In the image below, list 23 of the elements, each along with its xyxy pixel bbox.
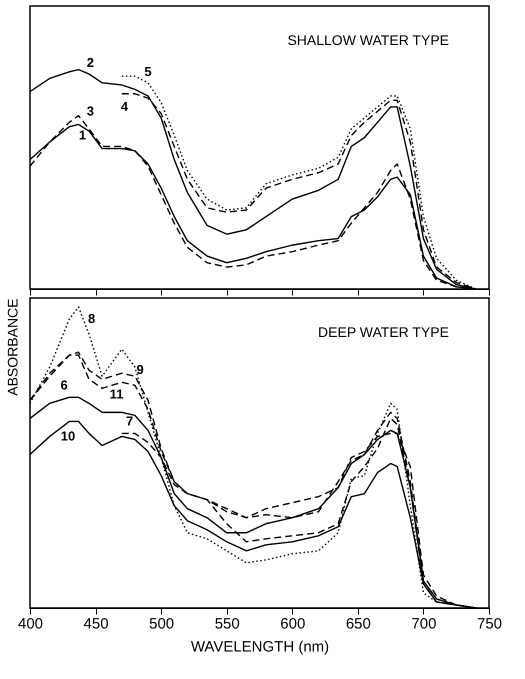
text: DEEP WATER TYPE <box>318 324 449 340</box>
series-label: 4 <box>120 98 129 114</box>
x-tick-label: 550 <box>214 616 240 632</box>
x-tick-label: 700 <box>411 616 436 632</box>
series-label: 8 <box>88 311 96 326</box>
x-tick-label: 650 <box>346 616 371 632</box>
series-label: 2 <box>86 55 94 70</box>
x-tick-label: 500 <box>149 616 174 632</box>
series-label: 10 <box>60 428 76 444</box>
x-tick-label: 450 <box>84 616 109 632</box>
series-label: 9 <box>136 362 144 378</box>
x-tick-label: 600 <box>280 616 306 632</box>
series-label: 11 <box>110 386 124 402</box>
series-label: 6 <box>60 377 68 392</box>
x-axis-title: WAVELENGTH (nm) <box>190 638 330 656</box>
y-axis-title: ABSORBANCE <box>4 298 20 396</box>
series-label: 1 <box>78 127 86 142</box>
series-label: 5 <box>144 64 152 79</box>
series-label: 3 <box>86 103 94 118</box>
chart-title: SHALLOW WATER TYPE <box>287 32 449 48</box>
series-label: 7 <box>126 413 134 428</box>
x-tick-label: 400 <box>18 616 44 632</box>
x-tick-label: 750 <box>476 616 502 632</box>
